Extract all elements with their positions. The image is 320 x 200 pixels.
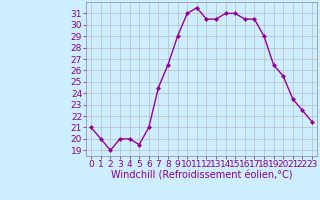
X-axis label: Windchill (Refroidissement éolien,°C): Windchill (Refroidissement éolien,°C) <box>111 171 292 181</box>
